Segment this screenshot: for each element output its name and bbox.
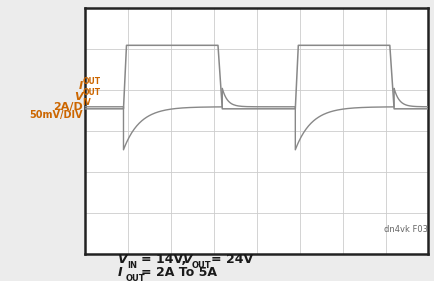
Text: OUT: OUT (82, 88, 101, 97)
Text: dn4vk F03: dn4vk F03 (384, 225, 427, 234)
Text: IN: IN (127, 261, 137, 270)
Text: OUT: OUT (125, 274, 145, 281)
Text: OUT: OUT (82, 77, 101, 86)
Text: V: V (74, 92, 82, 101)
Text: I: I (117, 266, 122, 279)
Text: 50mV/DIV: 50mV/DIV (29, 110, 82, 120)
Text: 2A/D: 2A/D (53, 102, 82, 112)
Text: OUT: OUT (191, 261, 210, 270)
Text: I: I (79, 81, 82, 91)
Text: IV: IV (82, 98, 91, 107)
Text: = 24V: = 24V (210, 253, 253, 266)
Text: = 2A To 5A: = 2A To 5A (141, 266, 217, 279)
Text: V: V (181, 253, 191, 266)
Text: = 14V,: = 14V, (141, 253, 191, 266)
Text: V: V (117, 253, 127, 266)
